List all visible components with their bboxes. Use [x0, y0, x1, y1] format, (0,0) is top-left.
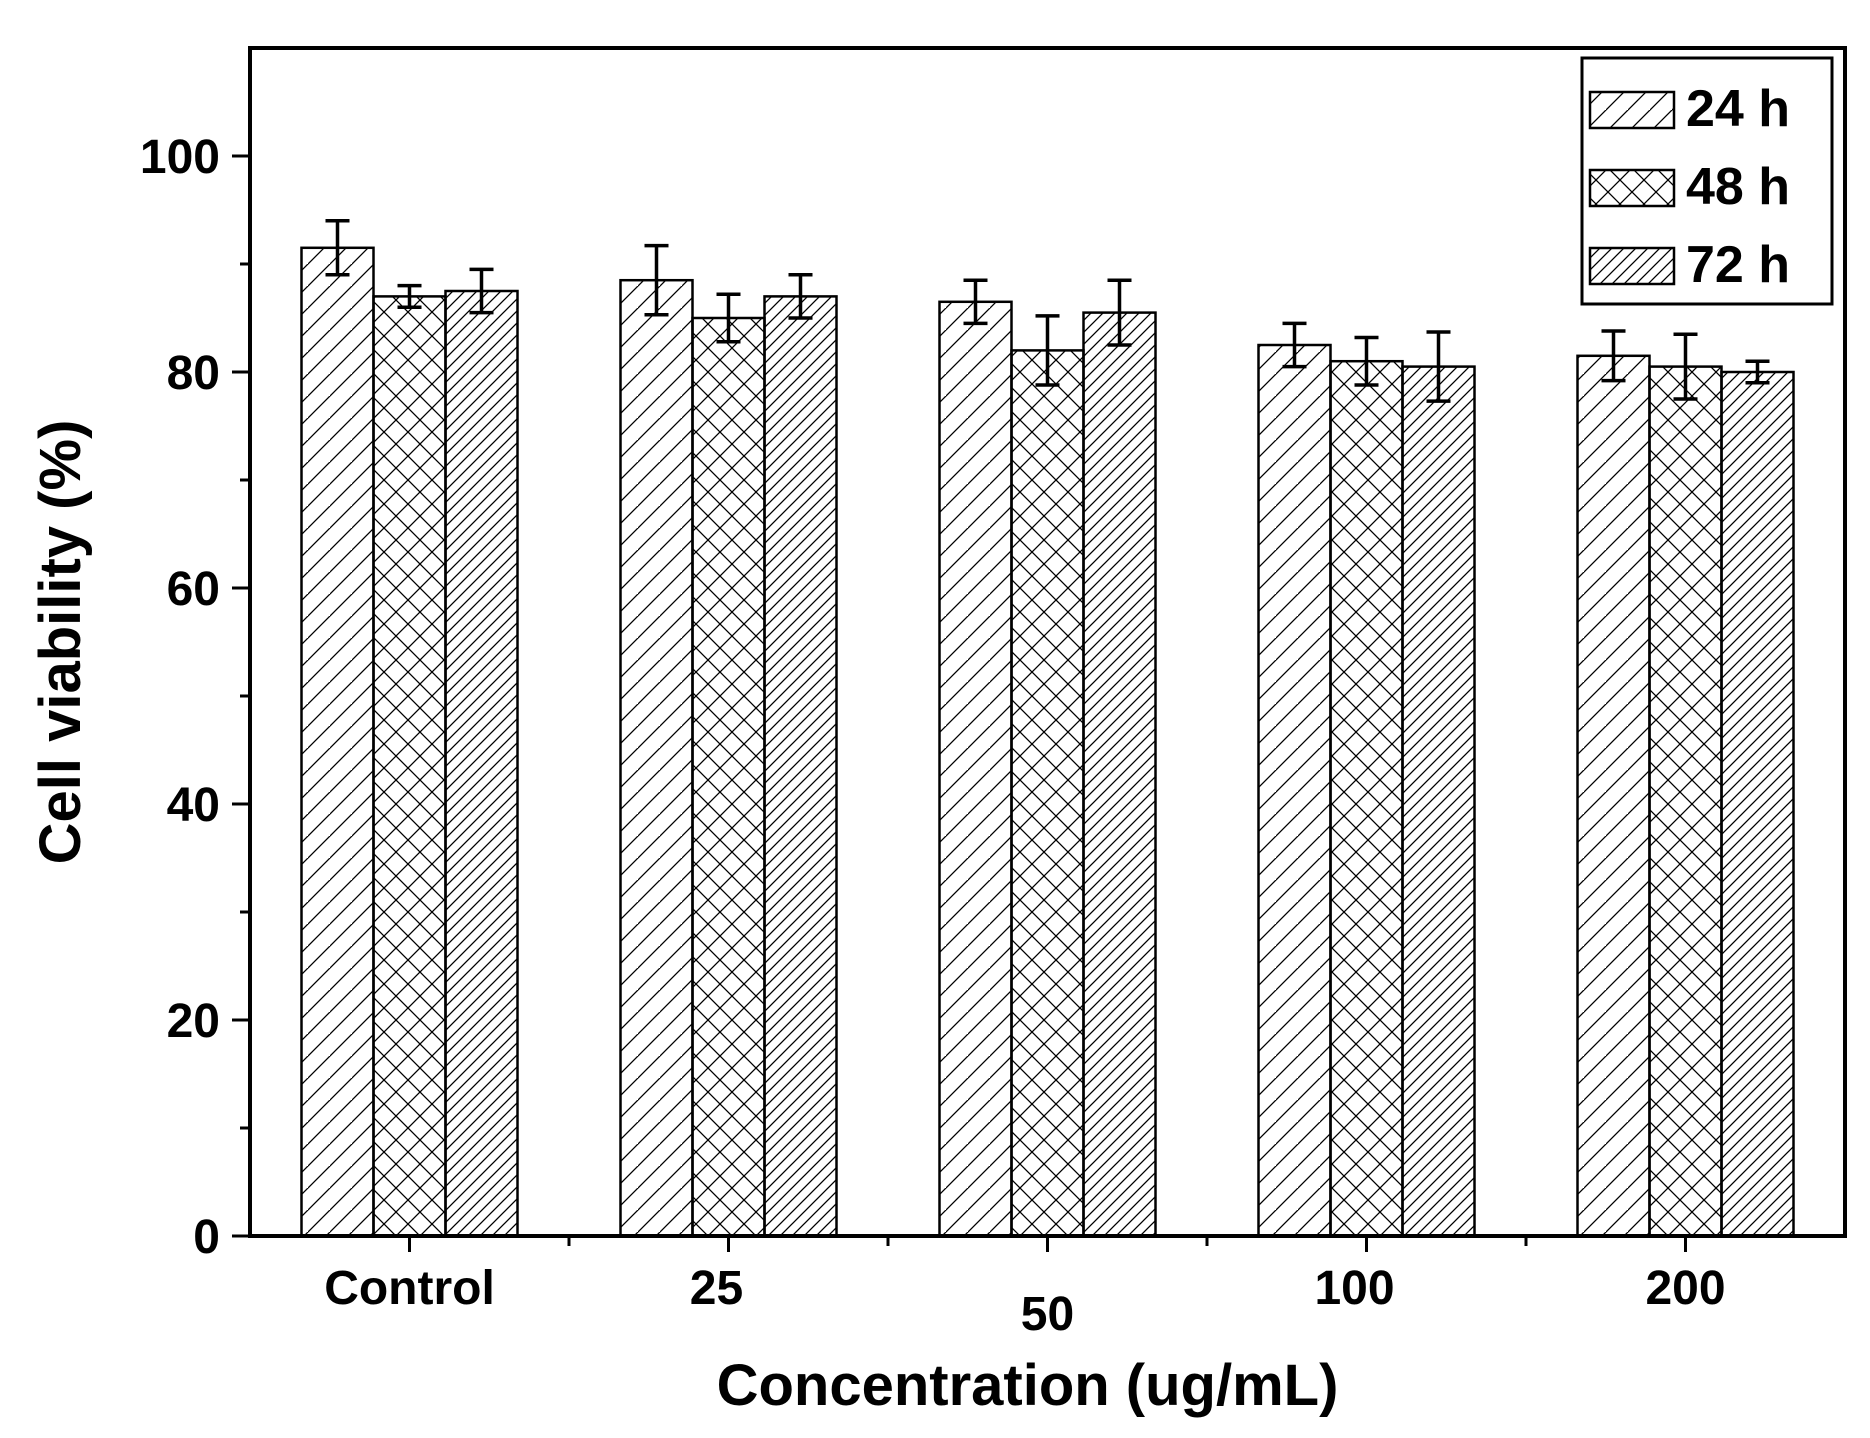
x-tick-label: Control — [324, 1262, 495, 1315]
x-tick-label: 100 — [1314, 1262, 1394, 1315]
x-tick-label: 200 — [1645, 1262, 1725, 1315]
y-tick-label: 20 — [167, 995, 220, 1048]
legend-swatch — [1588, 246, 1676, 286]
bar — [300, 246, 375, 1238]
y-axis-title: Cell viability (%) — [28, 420, 93, 865]
y-tick-label: 40 — [167, 779, 220, 832]
bar — [619, 278, 694, 1238]
bar — [372, 295, 447, 1238]
x-tick-label: 25 — [690, 1262, 743, 1315]
y-tick-label: 100 — [140, 131, 220, 184]
bar — [1401, 365, 1476, 1238]
y-tick-label: 60 — [167, 563, 220, 616]
bar — [1576, 354, 1651, 1238]
legend-swatch — [1588, 90, 1676, 130]
x-axis-ticks: Control 25 50 100 200 — [324, 1236, 1726, 1341]
bar — [1010, 349, 1085, 1238]
bar — [444, 289, 519, 1238]
legend: 24 h 48 h 72 h — [1580, 56, 1834, 306]
bar — [763, 295, 838, 1238]
y-axis-ticks: 0 20 40 60 80 100 — [140, 131, 250, 1264]
bars-layer — [300, 246, 1795, 1238]
y-tick-label: 0 — [193, 1211, 220, 1264]
legend-swatch — [1588, 168, 1676, 208]
bar — [1082, 311, 1157, 1238]
bar — [1257, 343, 1332, 1238]
legend-label: 24 h — [1686, 80, 1790, 138]
legend-label: 48 h — [1686, 158, 1790, 216]
bar — [938, 300, 1013, 1238]
y-tick-label: 80 — [167, 347, 220, 400]
legend-label: 72 h — [1686, 236, 1790, 294]
error-bars-layer — [325, 219, 1770, 403]
bar — [1648, 365, 1723, 1238]
x-axis-title: Concentration (ug/mL) — [717, 1353, 1339, 1418]
bar — [1329, 359, 1404, 1238]
bar — [691, 316, 766, 1238]
bar — [1720, 370, 1795, 1238]
x-tick-label: 50 — [1021, 1288, 1074, 1341]
